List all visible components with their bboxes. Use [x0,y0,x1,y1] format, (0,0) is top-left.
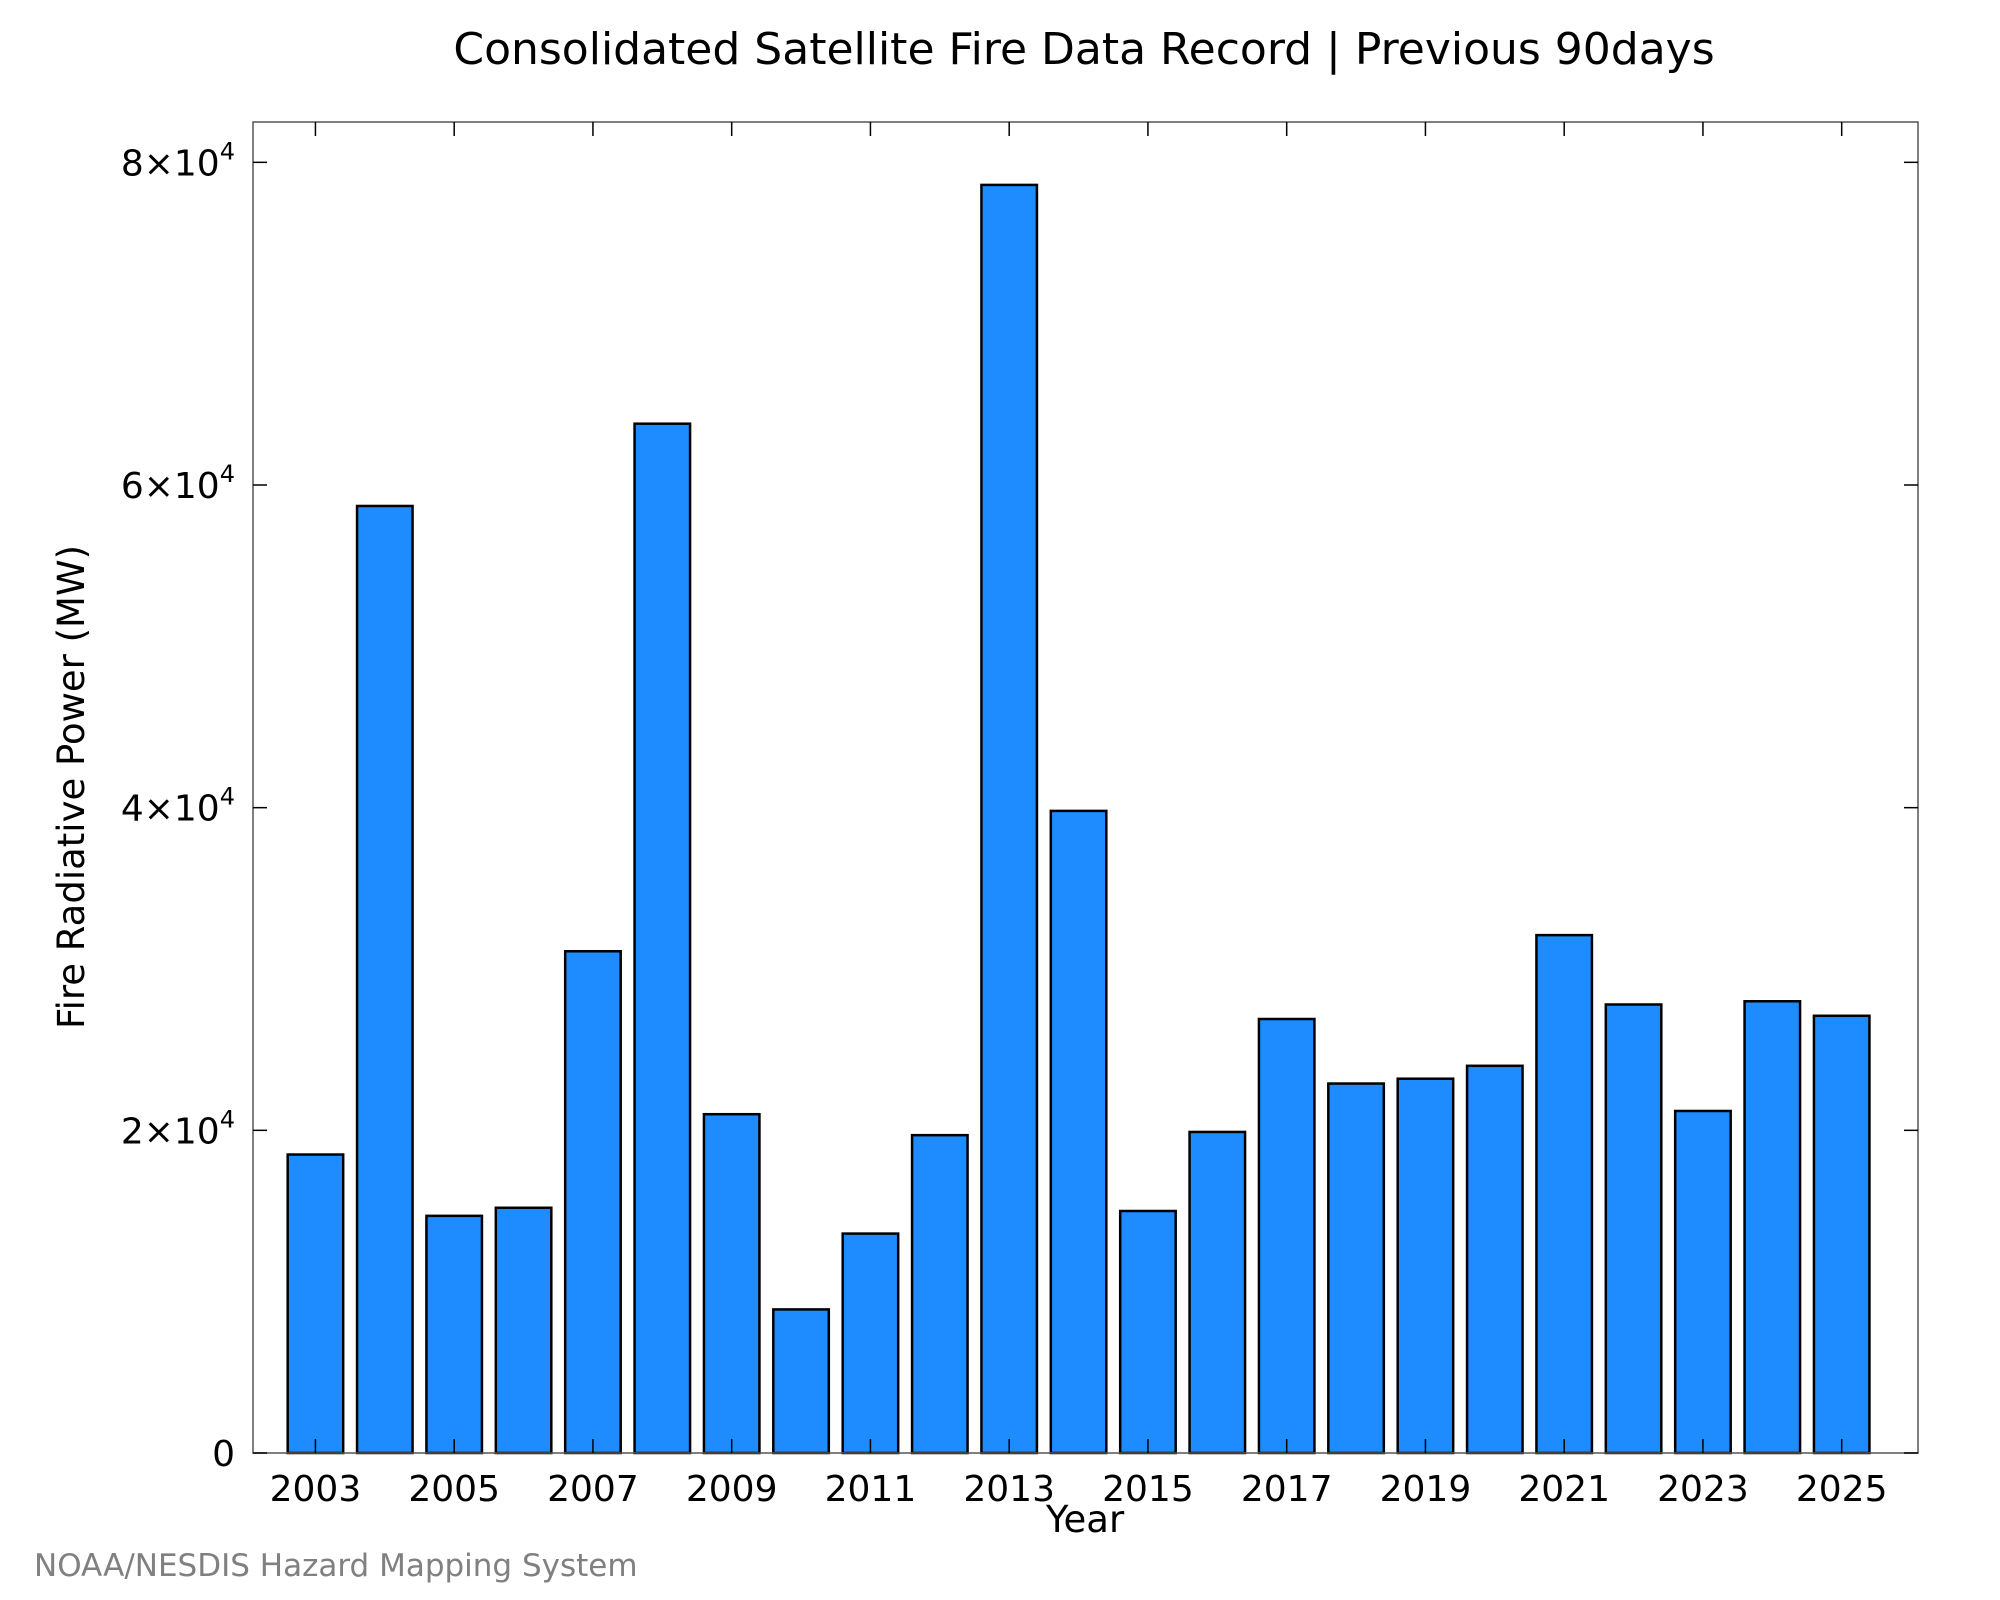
bar-2022 [1604,1003,1663,1455]
x-axis-label: Year [1045,1498,1125,1541]
x-tick-label-2021: 2021 [1518,1469,1610,1510]
bar-2004 [355,504,414,1455]
bar-2009 [702,1112,761,1455]
x-tick-label-2007: 2007 [547,1469,639,1510]
y-tick-label-20000: 2×104 [121,1105,235,1152]
bar-2023 [1673,1109,1732,1455]
x-tick-label-2013: 2013 [963,1469,1055,1510]
x-tick-label-2003: 2003 [270,1469,362,1510]
chart-title: Consolidated Satellite Fire Data Record … [453,24,1714,75]
x-tick-label-2017: 2017 [1241,1469,1333,1510]
bar-2011 [841,1232,900,1455]
y-tick-label-40000: 4×104 [121,783,235,830]
bar-2015 [1118,1209,1177,1455]
bar-2003 [286,1153,345,1455]
x-tick-label-2015: 2015 [1102,1469,1194,1510]
x-axis-ticks: 2003 2005 2007 2009 2011 2013 2015 2017 2019 2021… [270,122,1888,1510]
x-tick-label-2019: 2019 [1380,1469,1472,1510]
y-axis-ticks: 0 2×104 4×104 6×104 8×104 [121,137,1918,1475]
bars [286,183,1871,1455]
x-tick-label-2011: 2011 [825,1469,917,1510]
y-axis-label: Fire Radiative Power (MW) [50,545,93,1029]
bar-2019 [1396,1077,1455,1455]
bar-2006 [494,1206,553,1455]
bar-2017 [1257,1017,1316,1455]
bar-2021 [1535,933,1594,1455]
bar-2025 [1812,1014,1871,1455]
bar-2007 [563,950,622,1455]
x-tick-label-2025: 2025 [1796,1469,1888,1510]
x-tick-label-2023: 2023 [1657,1469,1749,1510]
bar-2013 [980,183,1039,1455]
x-tick-label-2005: 2005 [408,1469,500,1510]
bar-2024 [1743,1000,1802,1455]
bar-2012 [910,1133,969,1455]
x-tick-label-2009: 2009 [686,1469,778,1510]
plot-frame [252,121,1919,1454]
bar-2016 [1188,1130,1247,1455]
bar-2005 [425,1214,484,1455]
bar-2020 [1465,1064,1524,1455]
bar-2008 [633,422,692,1455]
source-credit: NOAA/NESDIS Hazard Mapping System [34,1548,638,1584]
bar-2018 [1327,1082,1386,1455]
bar-2014 [1049,809,1108,1455]
y-tick-label-80000: 8×104 [121,137,235,184]
y-tick-label-0: 0 [212,1434,235,1475]
bar-2010 [772,1308,831,1455]
y-tick-label-60000: 6×104 [121,460,235,507]
